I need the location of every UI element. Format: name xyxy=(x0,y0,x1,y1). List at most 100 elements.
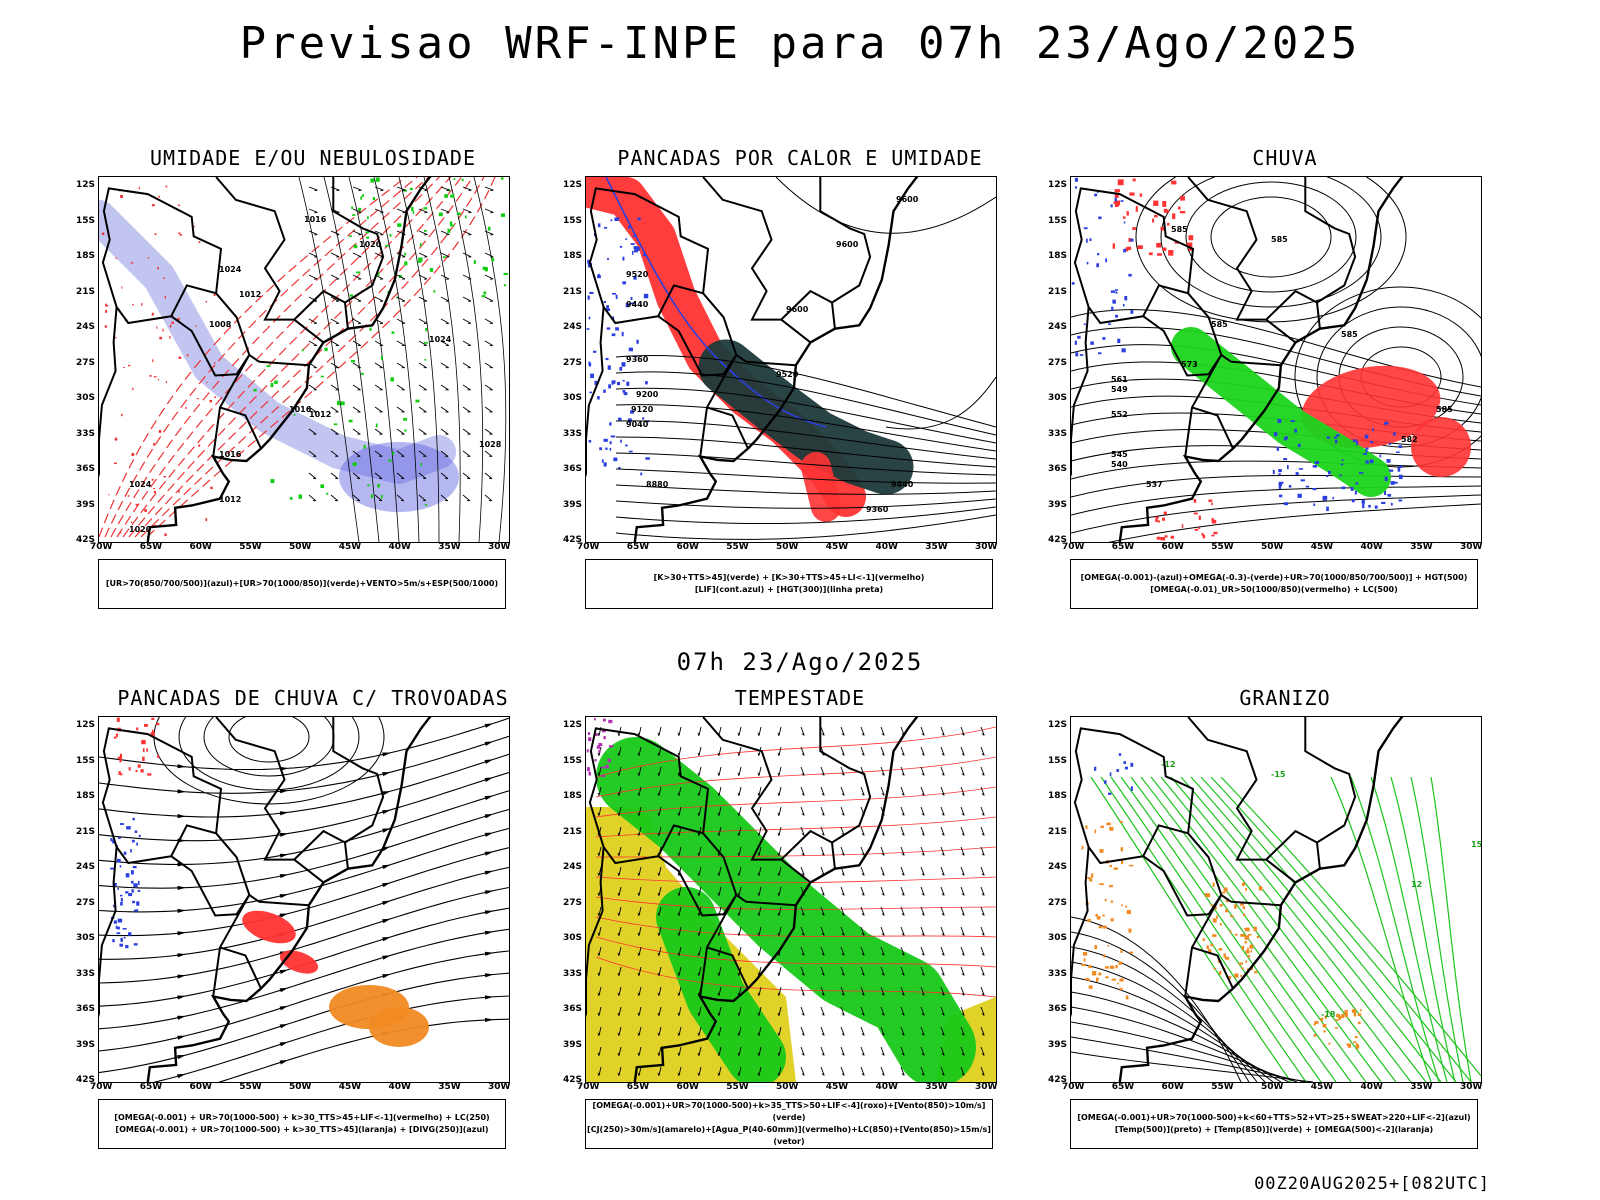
red-contour-fragment xyxy=(213,293,216,296)
divergence-blue xyxy=(131,839,135,843)
wind-vector xyxy=(920,786,925,796)
wind-arrowhead xyxy=(777,1072,780,1076)
isobar xyxy=(448,177,484,542)
wind-arrowhead xyxy=(697,932,700,936)
wind-vector xyxy=(778,826,782,836)
wind-arrowhead xyxy=(981,813,985,816)
border-line xyxy=(780,318,812,344)
wind-vector xyxy=(418,428,427,435)
legend-line: [Temp(500)](preto) + [Temp(850)](verde) … xyxy=(1114,1125,1434,1134)
border-line xyxy=(819,177,872,329)
omega-orange xyxy=(1128,864,1134,867)
wind-arrowhead xyxy=(677,812,680,816)
wind-vector xyxy=(374,252,384,258)
wind-arrowhead xyxy=(677,932,680,936)
wind-vector xyxy=(678,1026,682,1036)
wind-vector xyxy=(396,362,405,369)
wind-arrowhead xyxy=(801,973,805,976)
contour-label: 9440 xyxy=(626,300,649,309)
wind-arrowhead xyxy=(657,752,660,756)
latitude-label: 12S xyxy=(563,720,583,730)
wind-vector xyxy=(900,806,905,816)
wind-arrowhead xyxy=(737,812,740,816)
wind-arrowhead xyxy=(617,732,620,736)
border-line xyxy=(212,353,260,457)
border-line xyxy=(586,306,605,478)
wind-vector xyxy=(960,1046,965,1056)
border-line xyxy=(332,717,385,869)
latitude-label: 24S xyxy=(563,862,583,872)
wind-vector xyxy=(778,1046,782,1056)
border-line xyxy=(586,846,605,1018)
wind-vector xyxy=(840,1026,845,1036)
thickness-contour xyxy=(99,177,407,538)
green-humidity-fragment xyxy=(500,177,504,180)
wind-vector xyxy=(678,886,682,896)
wind-vector xyxy=(618,766,622,776)
divergence-blue xyxy=(123,851,127,855)
lif-contour-blue xyxy=(618,417,622,421)
flow-arrow xyxy=(177,885,186,891)
wind-vector xyxy=(980,726,985,736)
green-humidity-fragment xyxy=(293,413,296,416)
temp500-contour xyxy=(1071,991,1282,1082)
rain-fragment-blue xyxy=(1075,352,1079,357)
rain-fragment-blue xyxy=(1083,323,1086,326)
red-contour-fragment xyxy=(159,336,163,340)
contour-label: 1024 xyxy=(219,265,242,274)
latitude-label: 30S xyxy=(76,393,96,403)
border-line xyxy=(99,306,118,478)
lif-contour-blue xyxy=(608,384,612,389)
green-humidity-fragment xyxy=(417,261,422,263)
omega-orange xyxy=(1351,1009,1357,1013)
wind-arrowhead xyxy=(881,993,885,996)
omega-orange xyxy=(1245,887,1247,891)
longitude-label: 35W xyxy=(925,1082,948,1092)
storm-purple xyxy=(603,735,606,740)
rain-fragment-blue xyxy=(1297,443,1301,448)
rain-fragment-blue xyxy=(1120,200,1124,202)
latitude-label: 15S xyxy=(76,215,96,226)
red-contour-fragment xyxy=(141,303,143,306)
contour-label: 1024 xyxy=(429,335,452,344)
wind-arrowhead xyxy=(801,833,805,836)
lif-contour-blue xyxy=(610,219,613,222)
divergence-blue xyxy=(110,837,113,842)
rain-fragment-blue xyxy=(1312,487,1317,491)
wind-arrowhead xyxy=(757,1072,760,1076)
wind-vector xyxy=(900,906,905,916)
coastline xyxy=(1118,177,1404,542)
latitude-label: 33S xyxy=(76,428,96,439)
wind-arrowhead xyxy=(801,733,805,736)
green-humidity-fragment xyxy=(418,257,423,262)
wind-arrowhead xyxy=(597,852,600,856)
wind-vector xyxy=(598,846,602,856)
wind-vector xyxy=(840,1006,845,1016)
wind-arrowhead xyxy=(821,973,825,976)
rain-fragment-red xyxy=(1152,218,1155,223)
omega-orange xyxy=(1355,1043,1359,1046)
wind-vector xyxy=(718,1006,722,1016)
wind-vector xyxy=(960,986,965,996)
divergence-blue xyxy=(113,920,117,924)
longitude-label: 65W xyxy=(626,1082,650,1092)
rain-fragment-blue xyxy=(1354,490,1357,495)
flow-arrow xyxy=(279,913,289,918)
wind-vector xyxy=(638,726,642,736)
wind-arrowhead xyxy=(617,852,620,856)
wind-arrowhead xyxy=(657,992,660,996)
longitude-label: 70W xyxy=(90,542,113,552)
temp850-contour xyxy=(1170,776,1412,1082)
wind-vector xyxy=(374,406,383,413)
red-contour-fragment xyxy=(209,399,213,403)
lif-contour-blue xyxy=(603,462,607,467)
wind-vector xyxy=(598,1046,602,1056)
latitude-label: 24S xyxy=(1048,862,1068,872)
omega-orange xyxy=(1128,928,1132,933)
wind-vector xyxy=(618,946,622,956)
wind-vector xyxy=(880,1046,885,1056)
wind-arrowhead xyxy=(821,1013,825,1016)
flow-arrow xyxy=(484,951,494,956)
wind-arrowhead xyxy=(961,933,965,936)
wind-vector xyxy=(330,362,339,369)
